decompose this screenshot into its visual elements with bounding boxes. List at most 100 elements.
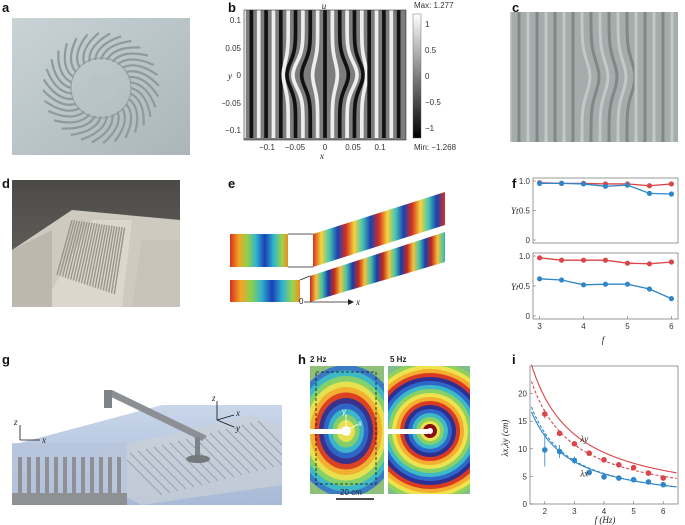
arrow-label-x: x <box>358 419 362 428</box>
colorbar-tick: −0.5 <box>425 98 441 107</box>
data-point <box>646 261 653 267</box>
y-tick: 10 <box>518 445 527 454</box>
spiral-structure <box>42 32 160 144</box>
panel-label-f: f <box>512 176 517 191</box>
x-tick: 0.05 <box>345 143 361 152</box>
panel-c-photo <box>510 12 678 142</box>
annotation-lambda-y: λy <box>579 434 588 444</box>
x-axis-label: x <box>319 151 324 160</box>
data-point <box>580 181 587 187</box>
data-point <box>542 411 548 417</box>
panel-i-chart: λx,λy (cm) f (Hz) 0 5 10 15 20 2 3 4 5 6 λy λx <box>500 360 683 525</box>
x-tick: 5 <box>631 507 636 516</box>
scale-bar-label: 20 cm <box>340 488 362 497</box>
data-point <box>601 474 607 480</box>
x-axis-label: f (Hz) <box>595 515 616 525</box>
x-tick: 3 <box>572 507 577 516</box>
x-tick: 2 <box>543 507 548 516</box>
data-point <box>646 286 653 292</box>
colorbar-min: Min: −1.268 <box>414 143 457 152</box>
y-axis-label: λx,λy (cm) <box>500 420 510 458</box>
data-point <box>536 180 543 186</box>
x-tick: 4 <box>581 322 586 331</box>
data-point <box>571 457 578 464</box>
x-tick: 4 <box>602 507 607 516</box>
y-tick: 15 <box>518 417 527 426</box>
x-tick: 6 <box>669 322 674 331</box>
data-point <box>536 255 543 261</box>
colorbar-tick: 1 <box>425 20 430 29</box>
waveguide-left-top <box>230 234 288 267</box>
data-point <box>580 282 587 288</box>
x-tick: 6 <box>661 507 666 516</box>
data-point <box>602 281 609 287</box>
data-point <box>668 296 675 302</box>
panel-label-g: g <box>2 352 10 367</box>
wave-stripes <box>244 10 401 139</box>
x-tick: −0.1 <box>259 143 275 152</box>
data-point <box>660 475 666 481</box>
panel-b-field: u 0.1 0.05 0 −0.05 −0.1 y −0.1 −0.05 0 0… <box>222 0 462 160</box>
data-point <box>616 462 622 468</box>
panel-label-e: e <box>228 176 236 191</box>
arrow-label-y: y <box>342 407 346 416</box>
disk-source <box>186 455 210 463</box>
y-tick: 0 <box>526 312 531 321</box>
y-tick: −0.05 <box>222 99 242 108</box>
y-tick: 0 <box>237 71 242 80</box>
data-point <box>542 447 548 453</box>
y-tick: 5 <box>523 472 528 481</box>
origin-label: 0 <box>299 297 304 305</box>
data-point <box>668 181 675 187</box>
axis-z-right: z <box>211 393 216 403</box>
source-bar-left <box>310 429 344 434</box>
theory-curve <box>530 364 677 474</box>
data-point <box>558 277 565 283</box>
x-tick: 3 <box>537 322 542 331</box>
x-tick: −0.05 <box>285 143 306 152</box>
panel-label-a: a <box>2 0 10 15</box>
y-tick: −0.1 <box>225 126 241 135</box>
panel-label-d: d <box>2 176 10 191</box>
y-tick: 0.05 <box>225 44 241 53</box>
x-tick: 5 <box>625 322 630 331</box>
colorbar-tick: 0 <box>425 72 430 81</box>
map-title-2hz: 2 Hz <box>310 355 326 364</box>
panel-label-i: i <box>512 352 516 367</box>
y-tick: 0.5 <box>519 282 531 291</box>
data-point <box>558 180 565 186</box>
axis-y-right: y <box>235 423 240 433</box>
colorbar-max: Max: 1.277 <box>414 1 454 10</box>
waveguide-left-bottom <box>230 280 300 302</box>
y-tick: 0.5 <box>519 207 531 216</box>
axis-x-right: x <box>235 408 240 418</box>
data-point <box>616 475 622 481</box>
data-point <box>646 183 653 189</box>
y-tick: 0.1 <box>230 16 242 25</box>
y-axis-label: y <box>227 71 232 81</box>
panel-f-charts: Υt Υr f 0 0.5 1.0 0 0.5 1.0 3 4 5 6 <box>505 176 683 346</box>
data-point <box>624 182 631 188</box>
colorbar <box>412 13 422 139</box>
y-tick: 20 <box>518 390 527 399</box>
data-point <box>558 257 565 263</box>
y-axis-label-bottom: Υr <box>511 282 520 292</box>
wave-rings-5hz <box>388 366 470 494</box>
data-point <box>602 183 609 189</box>
data-point <box>624 281 631 287</box>
panel-label-b: b <box>228 0 236 15</box>
field-title: u <box>322 1 327 11</box>
panel-d-photo <box>12 180 180 307</box>
y-tick: 0 <box>523 500 528 509</box>
data-point <box>536 276 543 282</box>
data-point <box>668 191 675 197</box>
data-point <box>586 469 592 476</box>
data-point <box>668 259 675 265</box>
y-tick: 1.0 <box>519 177 531 186</box>
panel-label-c: c <box>512 0 520 15</box>
data-point <box>556 448 563 455</box>
actuator-arm <box>107 390 207 441</box>
x-tick: 0.1 <box>374 143 386 152</box>
panel-h-maps: 2 Hz 5 Hz y x 20 cm <box>306 352 476 504</box>
axis-z-left: z <box>13 417 18 427</box>
